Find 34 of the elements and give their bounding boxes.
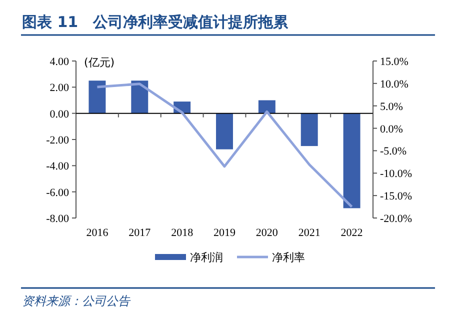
bar [343,113,360,208]
bar [216,113,233,150]
legend-label: 净利率 [272,251,305,264]
text: 资料来源：公司公告 [22,294,131,308]
line-series [96,82,354,208]
x-tick-label: 2022 [340,227,363,239]
y-tick-label: -8.00 [46,213,70,225]
bar [88,80,106,114]
x-tick-label: 2021 [298,227,320,239]
y-tick-label: -4.00 [46,160,70,173]
y2-tick-label: 0.0% [380,123,403,136]
y2-tick-label: -20.0% [380,213,412,225]
y2-tick-label: 5.0% [380,100,403,113]
x-tick-label: 2020 [256,227,278,239]
y2-tick-label: -5.0% [380,146,407,158]
legend-label: 净利润 [190,251,223,264]
y-tick-label: 4.00 [50,56,70,68]
y-tick-label: -2.00 [46,134,70,146]
y-axis-title: (亿元) [84,56,115,69]
x-tick-label: 2016 [86,227,109,239]
x-tick-label: 2019 [214,227,236,239]
y-tick-label: -6.00 [46,186,70,199]
chart-title: 图表 11 公司净利率受减值计提所拖累 [22,13,290,31]
bar [258,100,276,114]
bar [300,113,318,146]
x-tick-label: 2018 [171,227,194,239]
y-tick-label: 2.00 [50,82,70,94]
y2-tick-label: -10.0% [380,168,412,180]
y-tick-label: 0.00 [50,108,70,120]
y2-tick-label: 15.0% [380,56,408,68]
y2-tick-label: -15.0% [380,190,412,203]
y2-tick-label: 10.0% [380,78,408,90]
bar [131,80,148,114]
x-tick-label: 2017 [128,227,152,239]
